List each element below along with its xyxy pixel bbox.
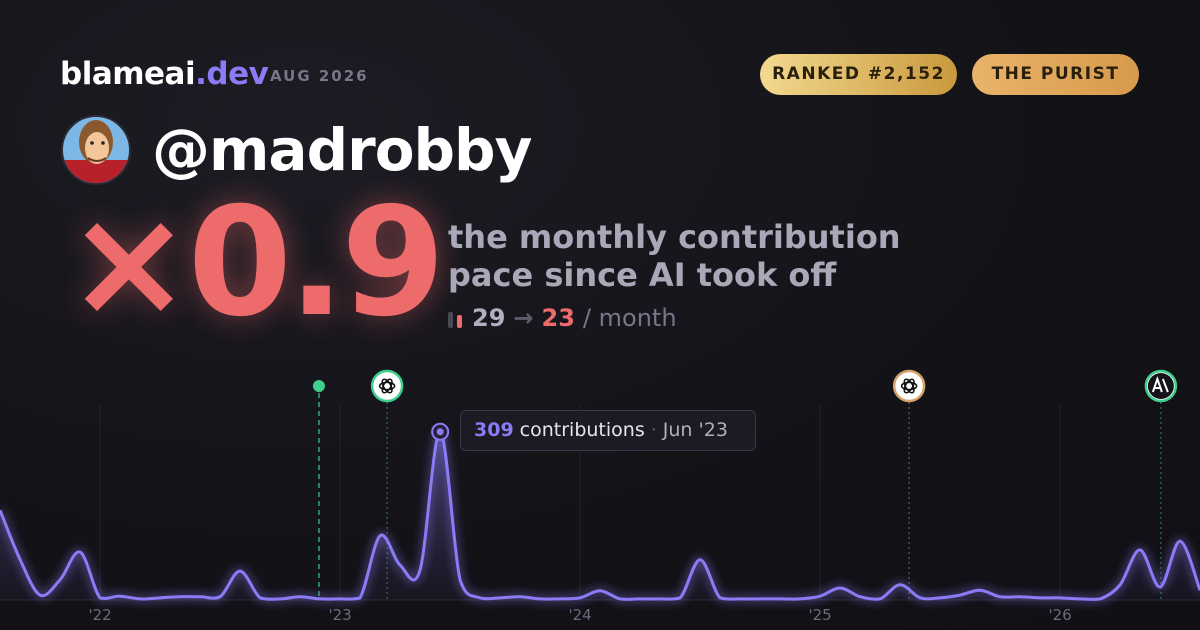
avatar xyxy=(61,115,131,185)
event-badge-fill xyxy=(1147,373,1174,399)
event-badge xyxy=(892,369,926,403)
tooltip-date: Jun '23 xyxy=(662,419,728,441)
event-icon xyxy=(1151,375,1169,393)
brand-name: blameai xyxy=(60,56,196,92)
event-icon xyxy=(381,378,393,394)
pace-arrow: → xyxy=(513,304,534,332)
event-icon xyxy=(378,381,396,391)
event-dot xyxy=(312,380,325,392)
pace-icon xyxy=(448,312,462,328)
event-icon xyxy=(903,378,915,394)
event-icon xyxy=(900,381,918,391)
brand-tld: .dev xyxy=(195,56,269,92)
x-tick-label: '23 xyxy=(328,606,351,624)
tooltip-label: contributions xyxy=(519,419,645,441)
pace-after: 23 xyxy=(541,304,575,332)
brand[interactable]: blameai.dev xyxy=(60,56,269,92)
tooltip-separator: · xyxy=(650,419,657,441)
highlight-point xyxy=(436,428,444,436)
rank-badge: RANKED #2,152 xyxy=(760,54,957,95)
x-tick-label: '25 xyxy=(808,606,831,624)
x-tick-label: '22 xyxy=(88,606,111,624)
x-tick-label: '26 xyxy=(1048,606,1071,624)
description-line: pace since AI took off xyxy=(448,256,837,294)
event-markers xyxy=(312,369,1178,600)
report-date: AUG 2026 xyxy=(270,67,369,85)
persona-badge: THE PURIST xyxy=(972,54,1139,95)
pace-row: 29 → 23/ month xyxy=(448,302,685,334)
area xyxy=(0,431,1200,600)
multiplier: ×0.9 xyxy=(66,176,445,350)
event-badge xyxy=(370,369,404,403)
description: the monthly contribution pace since AI t… xyxy=(448,218,901,294)
event-icon xyxy=(381,378,393,394)
tooltip-value: 309 xyxy=(474,419,514,441)
line xyxy=(0,430,1200,601)
x-tick-label: '24 xyxy=(568,606,591,624)
pace-before: 29 xyxy=(472,304,506,332)
user-handle: @madrobby xyxy=(152,116,532,184)
pace-unit: / month xyxy=(582,304,677,332)
description-line: the monthly contribution xyxy=(448,218,901,256)
event-icon xyxy=(903,378,915,394)
tooltip: 309 contributions · Jun '23 xyxy=(460,410,756,451)
